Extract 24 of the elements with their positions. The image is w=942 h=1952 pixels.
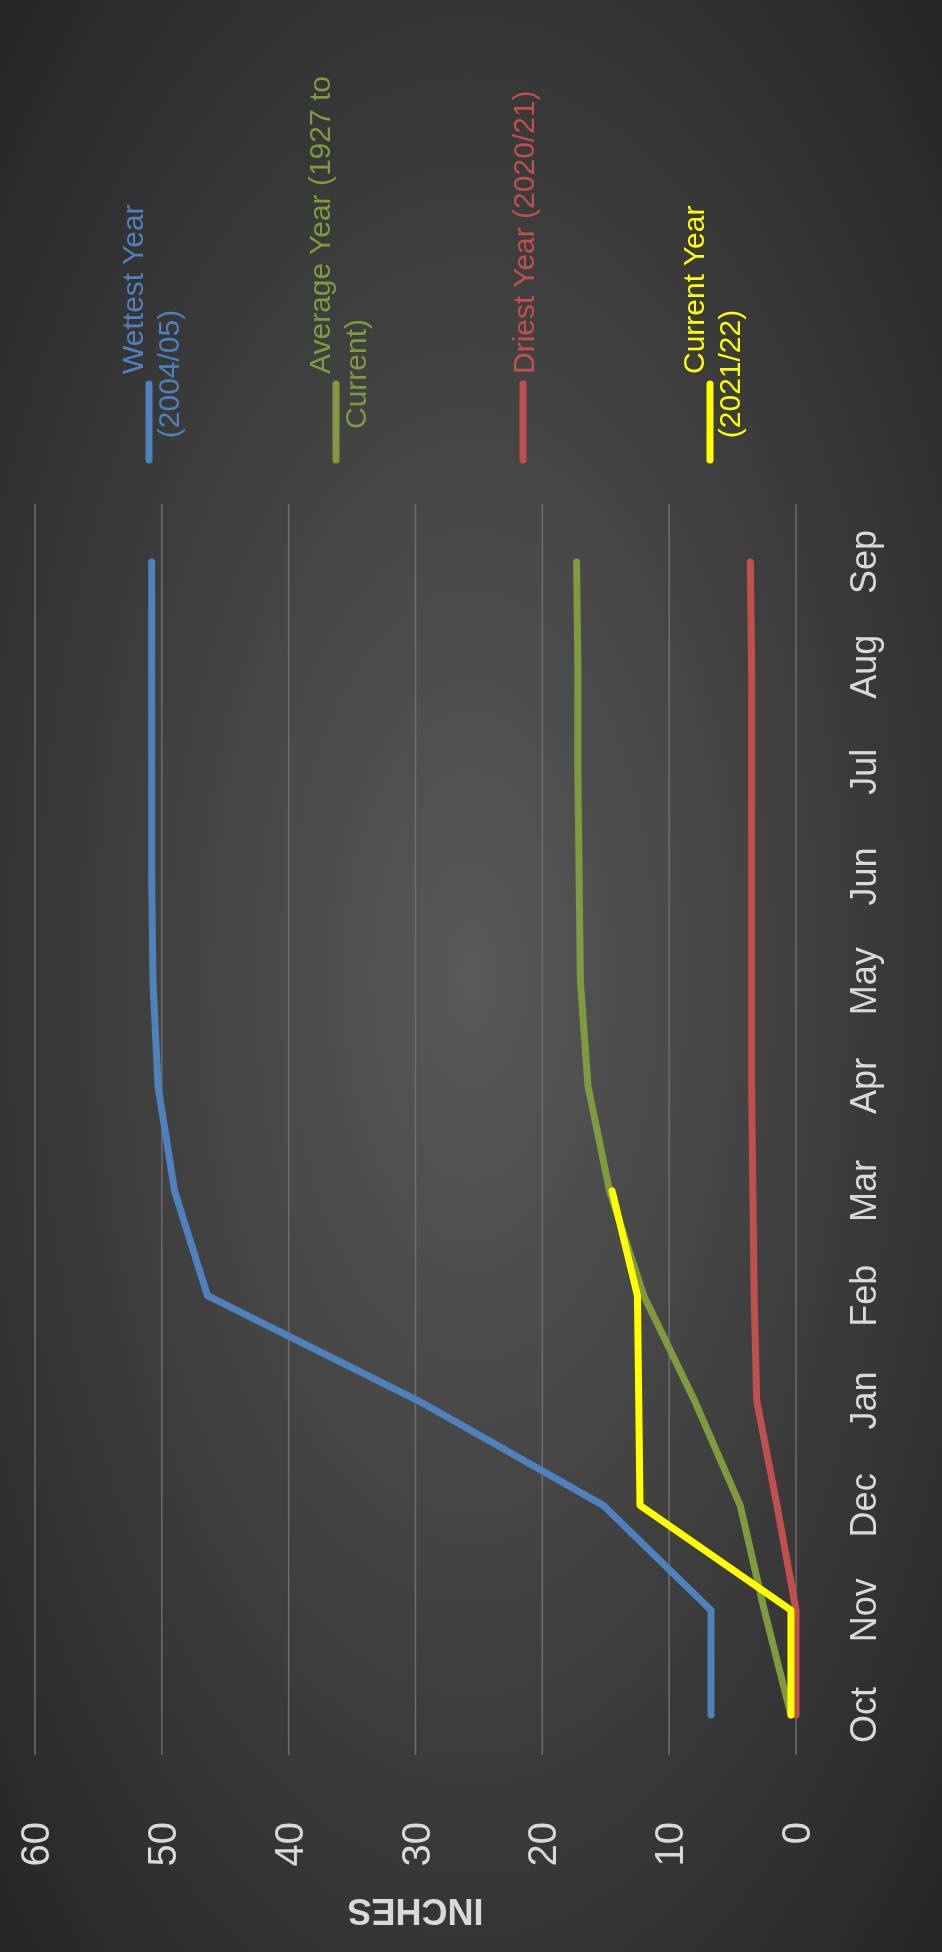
y-tick-label: Dec xyxy=(843,1473,884,1538)
text: Current Year (2021/22) xyxy=(676,205,746,439)
y-tick-label: Apr xyxy=(843,1058,884,1115)
x-tick-label: 50 xyxy=(139,1822,184,1867)
x-tick-label: 10 xyxy=(647,1822,692,1867)
y-tick-label: Sep xyxy=(843,529,884,595)
y-tick-label: Jan xyxy=(843,1371,884,1430)
y-tick-label: Oct xyxy=(843,1686,884,1744)
x-tick-label: 30 xyxy=(393,1822,438,1867)
text: Wettest Year (2004/05) xyxy=(115,204,185,439)
y-tick-label: Jul xyxy=(843,748,884,795)
y-tick-label: Aug xyxy=(843,634,884,699)
text: Driest Year (2020/21) xyxy=(506,90,540,374)
x-tick-label: 0 xyxy=(774,1822,818,1845)
y-tick-label: Jun xyxy=(843,847,884,906)
y-tick-label: Mar xyxy=(843,1159,884,1222)
x-tick-label: 20 xyxy=(520,1822,565,1867)
y-tick-label: Nov xyxy=(843,1578,884,1643)
x-tick-label: 60 xyxy=(13,1822,57,1867)
x-tick-label: 40 xyxy=(266,1822,311,1867)
text: Average Year (1927 to Current) xyxy=(302,75,372,430)
y-tick-label: May xyxy=(843,947,884,1016)
x-axis-title: INCHES xyxy=(347,1891,484,1933)
y-tick-label: Feb xyxy=(843,1264,884,1327)
